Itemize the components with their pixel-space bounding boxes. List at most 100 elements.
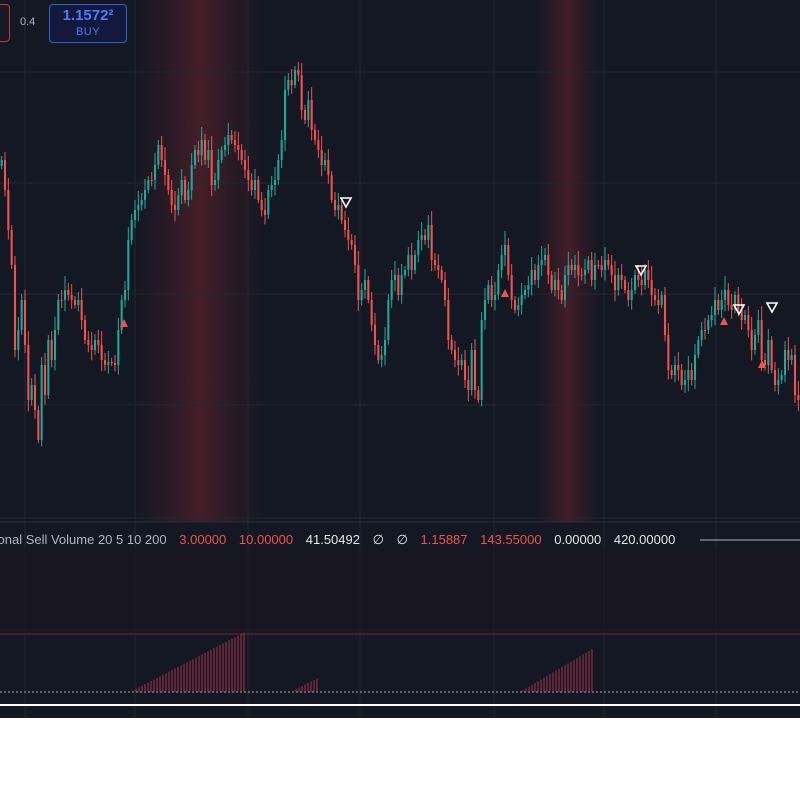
candle-body bbox=[680, 370, 683, 385]
candle-body bbox=[777, 380, 780, 385]
candle-body bbox=[710, 315, 713, 320]
candle-body bbox=[540, 260, 543, 265]
candle-body bbox=[53, 330, 57, 360]
candle-body bbox=[573, 265, 577, 270]
candle-body bbox=[697, 340, 700, 355]
sell-signal-icon bbox=[732, 304, 746, 316]
candle-body bbox=[243, 160, 247, 170]
candle-body bbox=[33, 385, 37, 410]
candle-body bbox=[127, 240, 130, 290]
candle-body bbox=[597, 265, 600, 266]
candle-body bbox=[563, 275, 567, 300]
candle-body bbox=[673, 365, 677, 375]
candle-body bbox=[783, 350, 787, 375]
buy-signal-icon bbox=[758, 360, 766, 368]
indicator-legend[interactable]: tional Sell Volume 20 5 10 200 3.00000 1… bbox=[0, 531, 684, 549]
indicator-value: 10.00000 bbox=[238, 532, 294, 547]
candle-body bbox=[260, 200, 263, 210]
candle-body bbox=[473, 350, 477, 390]
candle-body bbox=[757, 320, 760, 335]
candle-body bbox=[393, 275, 397, 280]
candle-body bbox=[620, 275, 623, 280]
candle-body bbox=[660, 295, 663, 305]
candle-body bbox=[537, 265, 540, 280]
candle-body bbox=[560, 290, 563, 300]
candle-body bbox=[577, 265, 580, 275]
candle-body bbox=[657, 300, 660, 305]
candle-body bbox=[50, 340, 53, 360]
candle-body bbox=[693, 355, 697, 380]
indicator-upper-band bbox=[0, 548, 800, 634]
candle-body bbox=[300, 75, 303, 110]
candle-body bbox=[547, 255, 550, 275]
candle-body bbox=[7, 190, 10, 230]
candle-body bbox=[270, 185, 273, 190]
candle-body bbox=[340, 205, 343, 220]
candle-body bbox=[613, 275, 617, 290]
candle-body bbox=[163, 160, 167, 175]
sell-signal-icon bbox=[339, 197, 353, 209]
candle-body bbox=[313, 130, 317, 140]
candle-body bbox=[197, 150, 200, 155]
candle-body bbox=[333, 200, 337, 210]
buy-label: BUY bbox=[75, 26, 101, 38]
trading-chart-window: 0.4 1.1572² BUY tional Sell Volume 20 5 … bbox=[0, 0, 800, 718]
candle-body bbox=[603, 260, 607, 270]
candle-body bbox=[667, 335, 670, 370]
candle-body bbox=[527, 285, 530, 290]
candle-body bbox=[17, 330, 20, 350]
buy-signal-icon bbox=[501, 289, 509, 297]
sell-button[interactable] bbox=[0, 4, 10, 42]
candle-body bbox=[147, 180, 150, 190]
candle-body bbox=[220, 150, 223, 160]
candle-body bbox=[663, 295, 667, 335]
candle-body bbox=[37, 410, 40, 440]
candle-body bbox=[533, 270, 537, 280]
candle-body bbox=[520, 295, 523, 305]
candle-body bbox=[580, 275, 583, 276]
candle-body bbox=[737, 295, 740, 310]
candle-body bbox=[213, 180, 217, 185]
candle-body bbox=[380, 355, 383, 360]
indicator-title: tional Sell Volume 20 5 10 200 bbox=[0, 532, 167, 547]
candle-body bbox=[653, 295, 657, 300]
indicator-value: 143.55000 bbox=[480, 532, 542, 547]
candle-body bbox=[357, 265, 360, 300]
candle-body bbox=[183, 180, 187, 200]
candle-body bbox=[410, 255, 413, 270]
candle-body bbox=[227, 135, 230, 145]
buy-button[interactable]: 1.1572² BUY bbox=[49, 4, 127, 43]
candle-body bbox=[517, 305, 520, 310]
candle-body bbox=[193, 150, 197, 165]
candle-body bbox=[453, 350, 457, 360]
indicator-value: 0.00000 bbox=[554, 532, 602, 547]
candle-body bbox=[27, 345, 30, 400]
candle-body bbox=[610, 265, 613, 275]
candle-body bbox=[460, 360, 463, 365]
candle-body bbox=[713, 300, 717, 315]
candle-body bbox=[97, 340, 100, 345]
candle-body bbox=[493, 295, 497, 300]
candle-body bbox=[57, 300, 60, 330]
candle-body bbox=[477, 390, 480, 400]
candle-body bbox=[627, 290, 630, 300]
candle-body bbox=[750, 330, 753, 350]
candle-body bbox=[113, 363, 117, 365]
indicator-value: ∅ bbox=[396, 532, 408, 547]
candle-body bbox=[703, 330, 707, 331]
candle-body bbox=[677, 365, 680, 370]
candle-body bbox=[407, 255, 410, 270]
candle-body bbox=[293, 70, 297, 85]
candle-body bbox=[20, 300, 23, 330]
price-chart[interactable] bbox=[0, 0, 800, 718]
candle-body bbox=[440, 270, 443, 280]
candle-body bbox=[723, 290, 727, 300]
candle-body bbox=[353, 245, 357, 265]
candle-body bbox=[250, 180, 253, 190]
candle-body bbox=[10, 230, 13, 265]
candle-body bbox=[150, 180, 153, 181]
candle-body bbox=[543, 255, 547, 260]
candle-body bbox=[257, 180, 260, 200]
buy-price: 1.1572² bbox=[62, 7, 114, 24]
candle-body bbox=[363, 280, 367, 290]
